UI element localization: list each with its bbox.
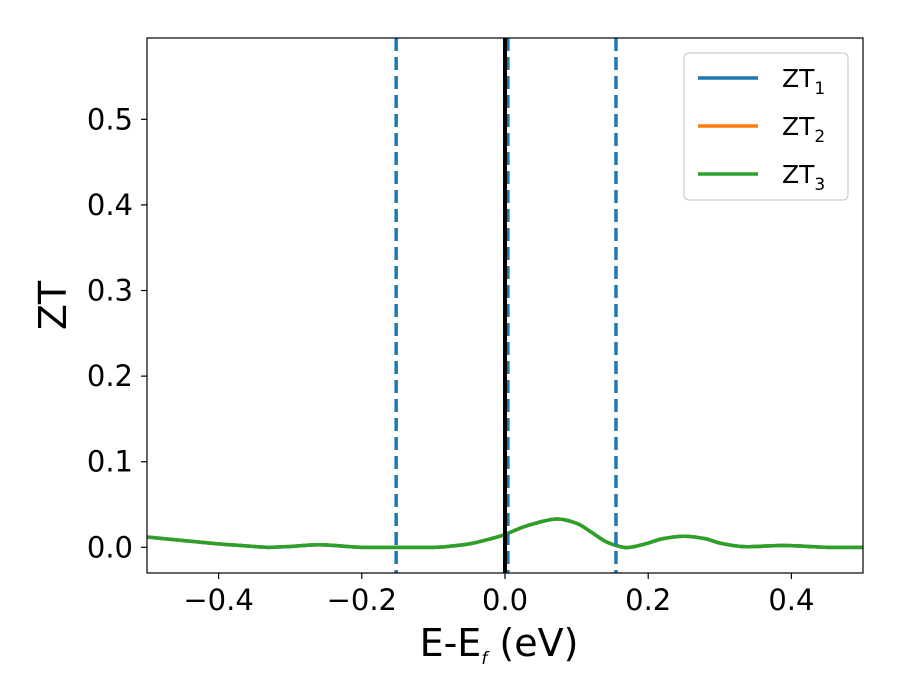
x-tick-label: 0.2 xyxy=(625,583,671,617)
series-layer xyxy=(147,517,863,550)
y-axis-label: ZT xyxy=(31,280,75,330)
vline-layer xyxy=(394,38,618,573)
x-axis-label-subscript: f xyxy=(481,649,490,669)
y-tick-label: 0.3 xyxy=(87,274,133,308)
y-axis-ticks: 0.0 0.1 0.2 0.3 0.4 0.5 xyxy=(87,102,147,564)
series-line-zt3 xyxy=(147,517,863,550)
legend-box xyxy=(683,52,849,201)
x-axis-ticks: −0.4 −0.2 0.0 0.2 0.4 xyxy=(183,573,814,617)
x-axis-label: E-Ef (eV) xyxy=(420,621,579,669)
y-tick-label: 0.5 xyxy=(87,102,133,136)
x-tick-label: 0.4 xyxy=(768,583,814,617)
y-tick-label: 0.0 xyxy=(87,530,133,564)
x-tick-label: −0.2 xyxy=(327,583,397,617)
y-tick-label: 0.2 xyxy=(87,359,133,393)
x-tick-label: 0.0 xyxy=(482,583,528,617)
legend-label-zt2: ZT2 xyxy=(782,112,825,147)
legend-label-zt3: ZT3 xyxy=(782,160,825,195)
legend: ZT1 ZT2 ZT3 xyxy=(683,52,849,201)
y-tick-label: 0.1 xyxy=(87,445,133,479)
x-tick-label: −0.4 xyxy=(183,583,253,617)
x-axis-label-main: E-E xyxy=(420,621,482,665)
x-axis-label-tail: (eV) xyxy=(487,621,578,665)
y-tick-label: 0.4 xyxy=(87,188,133,222)
legend-label-zt1: ZT1 xyxy=(782,64,825,99)
